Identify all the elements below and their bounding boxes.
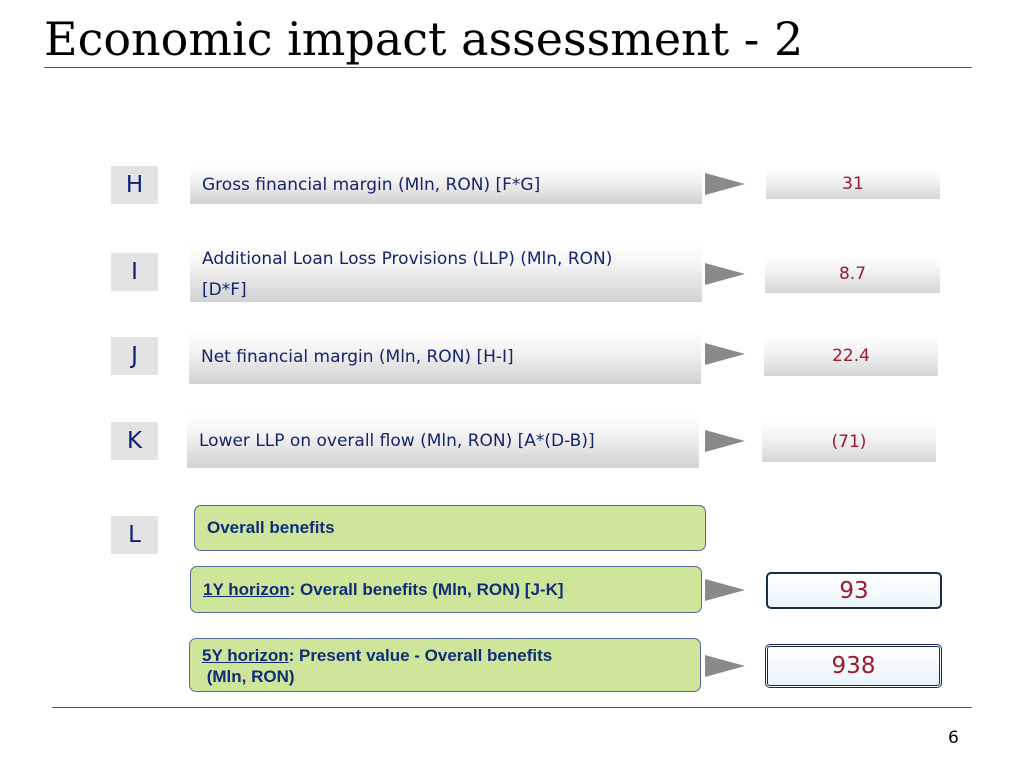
row-value-j: 22.4 — [764, 336, 938, 376]
row-label-j: Net financial margin (Mln, RON) [H-I] — [189, 330, 701, 384]
page-title: Economic impact assessment - 2 — [44, 12, 804, 66]
five-year-benefit-value: 938 — [765, 644, 942, 688]
arrow-icon — [705, 263, 745, 285]
row-label-text: Lower LLP on overall flow (Mln, RON) [A*… — [199, 431, 595, 451]
row-label-k: Lower LLP on overall flow (Mln, RON) [A*… — [187, 414, 699, 468]
row-letter-h: H — [111, 166, 158, 204]
overall-benefits-heading: Overall benefits — [194, 505, 706, 551]
row-value-h: 31 — [766, 169, 940, 199]
arrow-icon — [705, 430, 745, 452]
page-number: 6 — [948, 728, 959, 748]
row-letter-k: K — [111, 422, 158, 460]
five-year-horizon-label: 5Y horizon — [202, 646, 289, 665]
one-year-horizon-label: 1Y horizon — [203, 579, 290, 599]
arrow-icon — [705, 579, 745, 601]
row-label-i: Additional Loan Loss Provisions (LLP) (M… — [190, 244, 702, 302]
row-label-h: Gross financial margin (Mln, RON) [F*G] — [190, 166, 702, 204]
five-year-horizon-text-line2: (Mln, RON) — [202, 667, 295, 686]
row-label-line2: [D*F] — [202, 280, 247, 300]
row-label-text: Net financial margin (Mln, RON) [H-I] — [201, 347, 514, 367]
arrow-icon — [705, 343, 745, 365]
row-label-line1: Additional Loan Loss Provisions (LLP) (M… — [202, 249, 613, 269]
footer-divider — [52, 707, 972, 708]
five-year-horizon-box: 5Y horizon: Present value - Overall bene… — [189, 638, 701, 692]
row-label-text: Gross financial margin (Mln, RON) [F*G] — [202, 175, 541, 195]
five-year-horizon-text: : Present value - Overall benefits — [288, 646, 553, 665]
one-year-benefit-value: 93 — [766, 572, 942, 609]
row-letter-i: I — [111, 253, 158, 291]
arrow-icon — [705, 655, 745, 677]
arrow-icon — [705, 173, 745, 195]
row-letter-l: L — [111, 516, 158, 554]
title-divider — [44, 67, 972, 68]
row-letter-j: J — [111, 337, 158, 375]
row-value-i: 8.7 — [765, 255, 940, 293]
overall-heading-text: Overall benefits — [207, 518, 335, 537]
one-year-horizon-box: 1Y horizon: Overall benefits (Mln, RON) … — [190, 566, 702, 613]
row-value-k: (71) — [762, 422, 936, 462]
one-year-horizon-text: : Overall benefits (Mln, RON) [J-K] — [289, 579, 564, 599]
